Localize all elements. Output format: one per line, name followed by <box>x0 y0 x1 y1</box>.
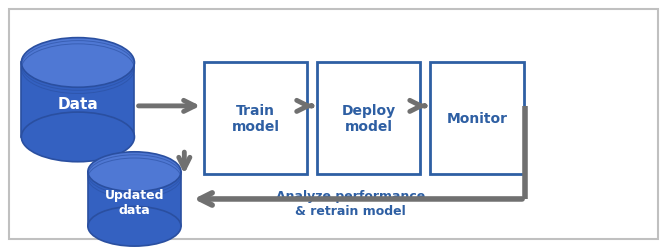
Bar <box>204 63 307 174</box>
Text: Deploy
model: Deploy model <box>342 104 396 134</box>
Text: Train
model: Train model <box>232 104 280 134</box>
Ellipse shape <box>21 113 134 162</box>
Ellipse shape <box>88 206 181 246</box>
Text: Updated
data: Updated data <box>105 188 164 216</box>
Bar <box>430 63 524 174</box>
Ellipse shape <box>21 38 134 88</box>
Text: Data: Data <box>57 96 98 112</box>
Bar <box>317 63 420 174</box>
Text: Analyze performance
& retrain model: Analyze performance & retrain model <box>276 189 426 217</box>
Bar <box>21 63 134 137</box>
Bar <box>88 172 181 226</box>
Ellipse shape <box>88 152 181 192</box>
Text: Monitor: Monitor <box>446 112 508 126</box>
